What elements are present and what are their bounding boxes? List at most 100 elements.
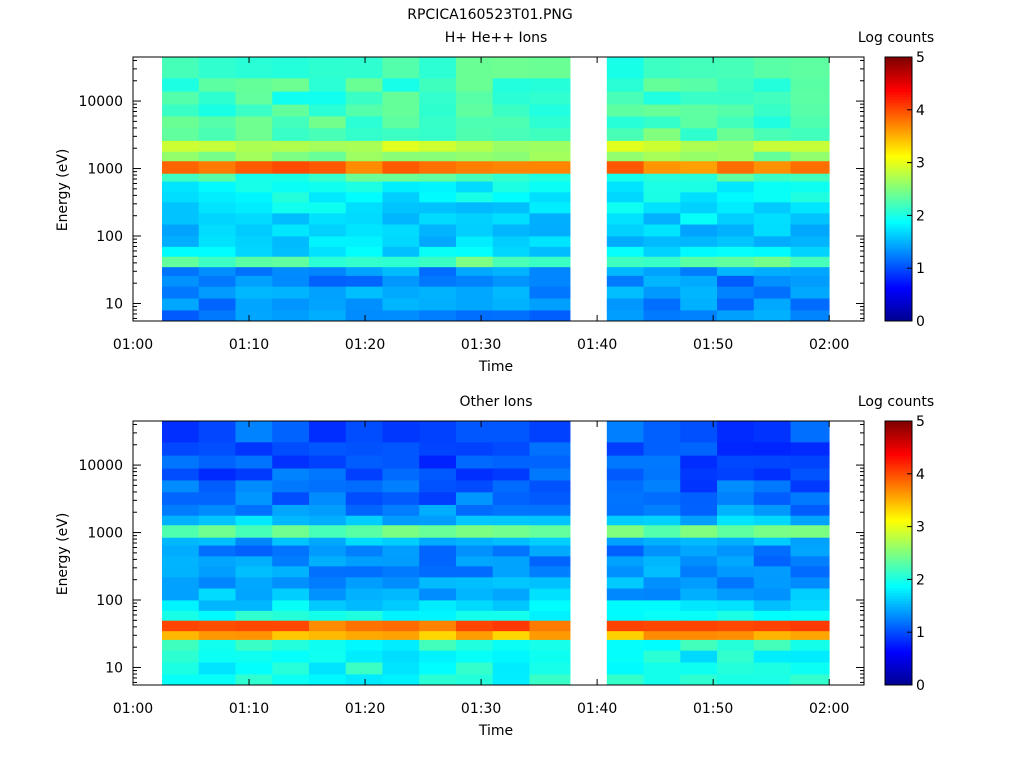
heatmap-cell xyxy=(717,275,755,287)
heatmap-cell xyxy=(717,576,755,589)
heatmap-cell xyxy=(753,455,791,469)
colorbar-segment xyxy=(885,284,912,288)
heatmap-cell xyxy=(790,224,830,237)
heatmap-cell xyxy=(680,275,718,287)
heatmap-cell xyxy=(790,104,830,117)
heatmap-cell xyxy=(455,191,494,203)
heatmap-cell xyxy=(272,441,310,456)
heatmap-cell xyxy=(198,620,236,632)
heatmap-cell xyxy=(529,588,571,601)
heatmap-cell xyxy=(455,504,494,516)
heatmap-cell xyxy=(419,275,457,287)
heatmap-cell xyxy=(492,639,530,651)
heatmap-cell xyxy=(455,524,494,538)
heatmap-cell xyxy=(162,116,200,129)
heatmap-cell xyxy=(680,160,718,174)
colorbar-segment xyxy=(885,273,912,277)
colorbar-segment xyxy=(885,537,912,541)
heatmap-cell xyxy=(753,191,791,203)
heatmap-cell xyxy=(606,201,644,214)
heatmap-cell xyxy=(198,524,236,538)
heatmap-cell xyxy=(753,491,791,505)
heatmap-cell xyxy=(717,201,755,214)
heatmap-cell xyxy=(790,555,830,567)
heatmap-cell xyxy=(308,565,347,578)
heatmap-cell xyxy=(790,639,830,651)
heatmap-cell xyxy=(492,127,530,141)
colorbar-segment xyxy=(885,550,912,554)
heatmap-cell xyxy=(492,104,530,117)
heatmap-cell xyxy=(455,588,494,601)
colorbar-segment xyxy=(885,252,912,256)
colorbar-segment xyxy=(885,154,912,158)
heatmap-cell xyxy=(455,91,494,105)
heatmap-cell xyxy=(492,468,530,481)
heatmap-cell xyxy=(643,151,681,162)
colorbar-segment xyxy=(885,228,912,232)
colorbar-segment xyxy=(885,582,912,586)
heatmap-cell xyxy=(162,266,200,276)
colorbar-segment xyxy=(885,576,912,580)
colorbar-segment xyxy=(885,634,912,638)
colorbar-segment xyxy=(885,302,912,306)
heatmap-cell xyxy=(235,610,273,621)
heatmap-cell xyxy=(753,91,791,105)
heatmap-cell xyxy=(455,468,494,481)
heatmap-cell xyxy=(345,650,383,663)
x-tick-label: 01:20 xyxy=(345,337,385,353)
heatmap-cell xyxy=(162,236,200,247)
colorbar-segment xyxy=(885,629,912,633)
heatmap-cell xyxy=(272,480,310,493)
heatmap-cell xyxy=(455,104,494,117)
heatmap-cell xyxy=(272,515,310,526)
heatmap-cell xyxy=(492,236,530,247)
heatmap-cell xyxy=(717,674,755,686)
heatmap-cell xyxy=(606,286,644,299)
heatmap-cell xyxy=(308,545,347,557)
heatmap-cell xyxy=(529,620,571,632)
heatmap-cells xyxy=(162,421,830,686)
heatmap-cell xyxy=(162,298,200,311)
heatmap-cell xyxy=(492,421,530,443)
heatmap-cell xyxy=(308,610,347,621)
heatmap-cell xyxy=(198,310,236,322)
colorbar-segment xyxy=(885,574,912,578)
heatmap-cell xyxy=(492,91,530,105)
heatmap-cell xyxy=(419,674,457,686)
heatmap-cell xyxy=(162,201,200,214)
x-tick-label: 01:30 xyxy=(461,701,501,717)
heatmap-cell xyxy=(382,545,420,557)
colorbar-segment xyxy=(885,539,912,543)
heatmap-cell xyxy=(382,310,420,322)
heatmap-cell xyxy=(455,286,494,299)
heatmap-cell xyxy=(529,421,571,443)
heatmap-cell xyxy=(492,160,530,174)
heatmap-cell xyxy=(717,91,755,105)
heatmap-cell xyxy=(753,224,791,237)
heatmap-cell xyxy=(345,491,383,505)
colorbar-segment xyxy=(885,492,912,496)
heatmap-cell xyxy=(382,127,420,141)
colorbar-segment xyxy=(885,513,912,517)
heatmap-cell xyxy=(455,127,494,141)
heatmap-cell xyxy=(162,630,200,640)
colorbar-segment xyxy=(885,189,912,193)
heatmap-cell xyxy=(529,181,571,193)
heatmap-cell xyxy=(529,151,571,162)
heatmap-cell xyxy=(382,212,420,225)
heatmap-cell xyxy=(235,266,273,276)
heatmap-cell xyxy=(382,246,420,257)
colorbar-segment xyxy=(885,130,912,135)
heatmap-cell xyxy=(643,201,681,214)
heatmap-cell xyxy=(162,91,200,105)
heatmap-cell xyxy=(235,620,273,632)
heatmap-cell xyxy=(643,246,681,257)
heatmap-cell xyxy=(419,77,457,92)
heatmap-cell xyxy=(162,421,200,443)
heatmap-cell xyxy=(308,275,347,287)
heatmap-cell xyxy=(272,504,310,516)
colorbar-segment xyxy=(885,508,912,512)
heatmap-cell xyxy=(345,173,383,182)
heatmap-cell xyxy=(492,286,530,299)
heatmap-cell xyxy=(235,524,273,538)
